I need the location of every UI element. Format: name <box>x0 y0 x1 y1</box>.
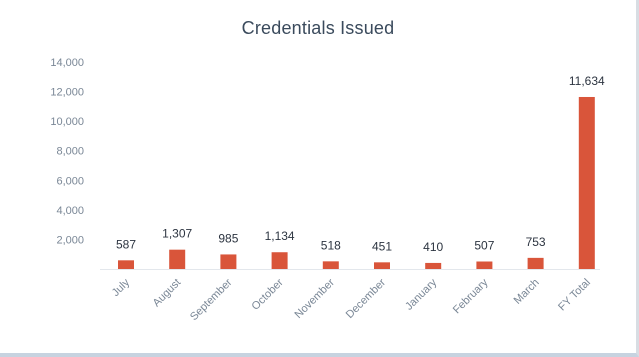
data-label: 587 <box>116 237 136 251</box>
y-tick-label: 4,000 <box>56 205 84 217</box>
data-label: 1,134 <box>265 229 295 243</box>
bar <box>169 250 185 269</box>
data-label: 753 <box>526 235 546 249</box>
x-tick-label: FY Total <box>556 277 593 314</box>
y-tick-label: 6,000 <box>56 175 84 187</box>
bar <box>528 258 544 269</box>
data-label: 11,634 <box>569 74 605 88</box>
x-tick-label: August <box>151 277 184 310</box>
y-tick-label: 2,000 <box>56 234 84 246</box>
x-tick-label: March <box>512 277 542 307</box>
bar <box>579 97 595 269</box>
y-tick-label: 12,000 <box>50 87 84 99</box>
x-tick-label: July <box>110 276 133 299</box>
x-tick-label: January <box>403 276 440 313</box>
data-label: 985 <box>218 231 238 245</box>
data-label: 1,307 <box>162 227 192 241</box>
bar <box>220 254 236 269</box>
x-tick-label: November <box>293 276 338 321</box>
x-tick-label: October <box>250 276 286 312</box>
x-tick-label: September <box>188 276 235 323</box>
bar <box>118 260 134 269</box>
bar <box>425 263 441 269</box>
x-tick-label: February <box>451 276 491 316</box>
bar <box>476 262 492 269</box>
bar <box>272 252 288 269</box>
x-tick-label: December <box>344 276 389 321</box>
data-label: 518 <box>321 238 341 252</box>
data-label: 507 <box>474 239 494 253</box>
data-label: 410 <box>423 240 443 254</box>
y-tick-label: 10,000 <box>50 116 84 128</box>
bar <box>374 262 390 269</box>
bar <box>323 261 339 269</box>
data-label: 451 <box>372 239 392 253</box>
y-tick-label: 8,000 <box>56 146 84 158</box>
y-tick-label: 14,000 <box>50 57 84 69</box>
